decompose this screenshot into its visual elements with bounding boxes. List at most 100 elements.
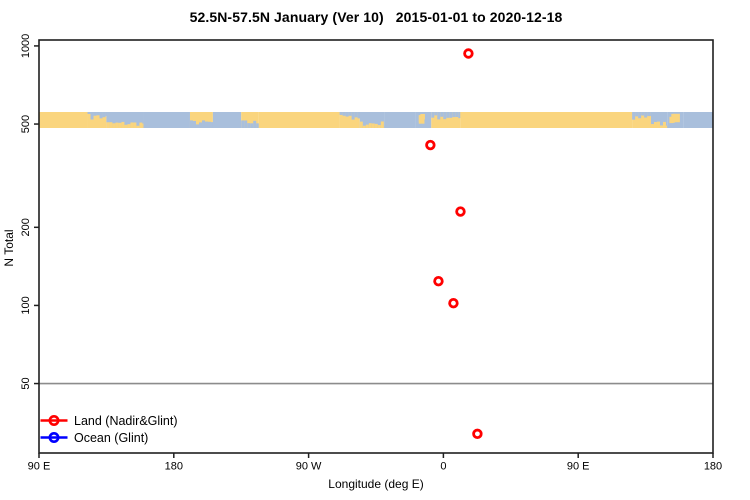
x-tick-label: 90 W xyxy=(296,461,322,473)
map-band-ocean xyxy=(143,112,190,128)
map-band-mix-notch xyxy=(662,121,666,128)
data-point-land xyxy=(463,48,474,59)
x-tick-label: 0 xyxy=(440,461,446,473)
map-band-mix-notch xyxy=(136,125,140,128)
data-point-land xyxy=(455,206,466,217)
map-band-coast-notch xyxy=(345,112,349,117)
map-band-mix-notch xyxy=(374,123,378,128)
map-band-mix-notch xyxy=(250,123,254,128)
y-tick-label: 100 xyxy=(20,296,32,314)
map-band-mix-notch xyxy=(204,121,208,128)
y-tick-label: 1000 xyxy=(20,34,32,58)
map-band-mix-notch xyxy=(371,123,375,128)
map-band-land xyxy=(460,112,633,128)
map-band-coast-notch xyxy=(647,112,651,117)
map-band-coast-notch xyxy=(339,112,343,115)
plot-border xyxy=(38,39,714,454)
map-band-coast-notch xyxy=(342,112,346,116)
map-band-coast-notch xyxy=(443,112,447,120)
legend-label: Land (Nadir&Glint) xyxy=(74,414,178,428)
map-band-mix-notch xyxy=(115,122,119,128)
map-band-coast-notch xyxy=(446,112,450,118)
map-band-coast-notch xyxy=(90,112,94,120)
map-band-coast-notch xyxy=(449,112,453,118)
map-band-coast-notch xyxy=(641,112,645,116)
map-band-mix-notch xyxy=(130,122,134,128)
map-band-mix-notch xyxy=(659,125,663,128)
map-band-coast-notch xyxy=(434,112,438,116)
map-band-mix-notch xyxy=(109,122,113,128)
map-band-coast-notch xyxy=(357,112,361,119)
map-band-mix-notch xyxy=(368,123,372,128)
map-band-coast-notch xyxy=(354,112,358,118)
map-band-mix-notch xyxy=(192,120,196,128)
y-tick-label: 200 xyxy=(20,218,32,236)
map-band-mix-notch xyxy=(653,122,657,128)
map-band-coast-notch xyxy=(458,112,462,119)
map-band-coast-notch xyxy=(638,112,642,119)
map-band-mix-notch xyxy=(195,124,199,128)
map-band-coast-notch xyxy=(99,112,103,119)
data-point-land xyxy=(472,428,483,440)
legend-marker xyxy=(48,414,60,426)
map-band-mix-notch xyxy=(210,122,214,128)
map-band-mix-notch xyxy=(127,124,131,128)
map-band-coast-notch xyxy=(632,112,636,120)
map-band-mix-notch xyxy=(244,120,248,128)
map-band-land xyxy=(39,112,88,128)
map-band-mix-notch xyxy=(650,124,654,128)
y-tick-label: 50 xyxy=(20,377,32,389)
map-band-mix-notch xyxy=(253,120,257,128)
data-point-land xyxy=(448,298,459,309)
map-band-mix-notch xyxy=(380,121,384,128)
legend-label: Ocean (Glint) xyxy=(74,431,148,445)
map-band-ocean xyxy=(384,112,416,128)
map-band-coast-notch xyxy=(351,112,355,120)
map-band-coast-notch xyxy=(644,112,648,118)
map-band-coast-notch xyxy=(455,112,459,118)
map-band-mix-notch xyxy=(118,122,122,128)
map-band-coast-notch xyxy=(348,112,352,116)
map-band-mix xyxy=(359,112,385,128)
map-band-mix-notch xyxy=(362,125,366,128)
map-band-mix-notch xyxy=(112,123,116,128)
map-band-mix-notch xyxy=(377,125,381,128)
map-band-speckle-dot xyxy=(669,116,673,124)
map-band-mix-notch xyxy=(365,124,369,128)
map-band-coast-notch xyxy=(102,112,106,118)
map-band-mix-notch xyxy=(139,122,143,128)
map-band-coast-notch xyxy=(437,112,441,120)
map-band-coast-notch xyxy=(93,112,97,116)
x-tick-label: 180 xyxy=(165,461,183,473)
x-axis-title: Longitude (deg E) xyxy=(328,477,424,491)
map-band-coast-notch xyxy=(635,112,639,117)
x-tick-label: 90 E xyxy=(28,461,51,473)
map-band-ocean xyxy=(212,112,242,128)
map-band-mix-notch xyxy=(207,121,211,128)
x-tick-label: 90 E xyxy=(567,461,590,473)
data-point-land xyxy=(433,275,444,287)
map-band-coast-notch xyxy=(87,112,91,115)
chart-title: 52.5N-57.5N January (Ver 10) 2015-01-01 … xyxy=(189,9,563,25)
y-tick-label: 500 xyxy=(20,115,32,133)
map-band-mix-notch xyxy=(256,123,260,128)
map-band-mix-notch xyxy=(121,121,125,128)
map-band-mix-notch xyxy=(359,121,363,128)
map-band-coast-notch xyxy=(431,112,435,118)
map-band-coast-notch xyxy=(440,112,444,117)
map-band-mix-notch xyxy=(201,120,205,128)
map-band-coast-notch xyxy=(452,112,456,118)
map-band-land xyxy=(258,112,340,128)
map-band-mix-notch xyxy=(106,122,110,128)
map-band-ocean xyxy=(683,112,713,128)
map-band-mix-notch xyxy=(656,121,660,128)
map-band-mix-notch xyxy=(247,123,251,128)
map-band-speckle-dot xyxy=(418,115,424,123)
legend-marker xyxy=(48,431,60,443)
map-band-mix-notch xyxy=(133,122,137,128)
map-band-mix-notch xyxy=(189,120,193,128)
map-band-speckle-dot xyxy=(673,113,680,123)
x-tick-label: 180 xyxy=(704,461,722,473)
